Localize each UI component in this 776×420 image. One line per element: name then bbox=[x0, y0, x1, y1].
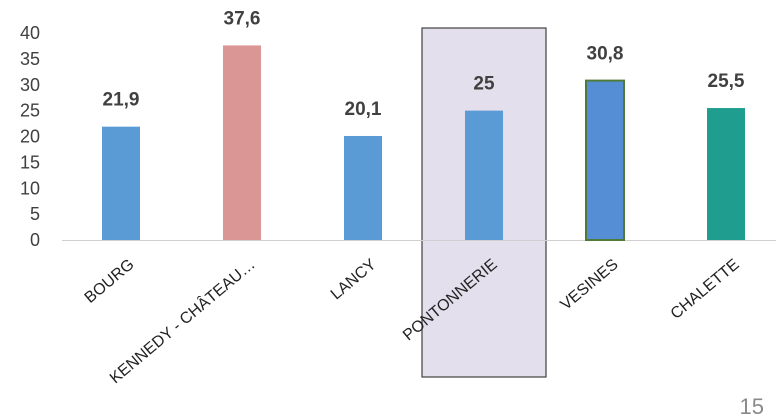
bar-pontonnerie bbox=[465, 110, 503, 240]
y-tick-label: 35 bbox=[20, 49, 40, 69]
y-tick-label: 40 bbox=[20, 23, 40, 43]
data-label-vesines: 30,8 bbox=[587, 44, 624, 65]
y-tick-label: 15 bbox=[20, 152, 40, 172]
x-tick-label-bourg: BOURG bbox=[82, 256, 138, 307]
y-tick-label: 5 bbox=[30, 204, 40, 224]
y-tick-label: 20 bbox=[20, 127, 40, 147]
y-tick-label: 10 bbox=[20, 178, 40, 198]
x-tick-label-vesines: VESINES bbox=[558, 256, 622, 314]
y-tick-label: 0 bbox=[30, 230, 40, 250]
bar-vesines bbox=[585, 79, 625, 241]
bar-layer bbox=[102, 45, 745, 241]
x-tick-label-lancy: LANCY bbox=[328, 256, 380, 304]
data-label-pontonnerie: 25 bbox=[473, 74, 495, 95]
data-label-bourg: 21,9 bbox=[103, 90, 140, 111]
page-number: 15 bbox=[739, 394, 764, 419]
y-tick-label: 30 bbox=[20, 75, 40, 95]
data-label-kennedy-chateau: 37,6 bbox=[224, 8, 261, 29]
bar-lancy bbox=[344, 135, 382, 240]
bar-kennedy-chateau bbox=[223, 45, 261, 240]
data-label-lancy: 20,1 bbox=[345, 99, 382, 120]
y-tick-label: 25 bbox=[20, 101, 40, 121]
axis-layer: 0 5 10 15 20 25 30 35 40 bbox=[20, 23, 776, 250]
bar-chalette bbox=[707, 108, 745, 240]
x-tick-label-chalette: CHALETTE bbox=[668, 256, 743, 323]
data-label-chalette: 25,5 bbox=[708, 71, 745, 92]
bar-bourg bbox=[102, 126, 140, 240]
